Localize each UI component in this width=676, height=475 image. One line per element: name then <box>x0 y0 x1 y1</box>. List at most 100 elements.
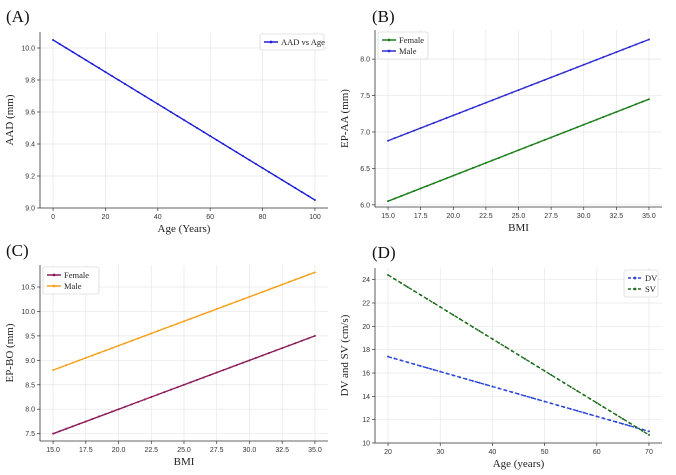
data-point <box>595 58 598 61</box>
data-point <box>550 136 553 139</box>
data-point <box>497 387 500 390</box>
data-point <box>432 121 435 124</box>
legend-marker <box>52 284 56 288</box>
data-point <box>530 144 533 147</box>
data-point <box>504 94 507 97</box>
panel-label: (B) <box>372 7 395 26</box>
data-point <box>287 183 290 185</box>
data-point <box>169 111 172 113</box>
data-point <box>111 75 113 77</box>
data-point <box>387 200 390 203</box>
data-point <box>268 352 271 354</box>
data-point <box>537 365 540 368</box>
data-point <box>484 333 487 336</box>
data-point <box>634 43 637 46</box>
x-tick-label: 32.5 <box>610 213 624 220</box>
data-point <box>261 354 264 357</box>
y-tick-label: 10.0 <box>21 309 35 316</box>
data-point <box>556 377 559 380</box>
x-axis-label: Age (Years) <box>158 223 211 235</box>
data-point <box>104 349 107 352</box>
data-point <box>71 361 74 364</box>
data-point <box>439 305 442 308</box>
data-point <box>400 281 403 284</box>
y-tick-label: 9.6 <box>25 110 35 117</box>
data-point <box>491 337 494 340</box>
y-tick-label: 6.0 <box>360 202 370 209</box>
data-point <box>543 78 546 81</box>
data-point <box>432 301 435 304</box>
data-point <box>582 123 585 126</box>
data-point <box>569 128 572 131</box>
y-axis-label: AAD (mm) <box>4 94 16 145</box>
data-point <box>169 325 172 328</box>
data-point <box>65 364 68 367</box>
data-point <box>215 308 218 310</box>
y-tick-label: 7.0 <box>360 129 370 136</box>
y-tick-label: 9.0 <box>25 206 35 213</box>
legend-box <box>259 33 325 51</box>
data-point <box>393 357 396 360</box>
data-point <box>504 154 507 157</box>
data-point <box>595 118 598 121</box>
x-tick-label: 17.5 <box>414 213 428 220</box>
x-tick-label: 50 <box>541 449 549 456</box>
x-tick-label: 30.0 <box>243 447 257 454</box>
data-point <box>628 421 631 424</box>
data-point <box>300 276 303 279</box>
data-point <box>478 164 481 167</box>
y-tick-label: 9.4 <box>25 142 35 149</box>
data-point <box>137 400 140 403</box>
data-point <box>393 197 396 200</box>
data-point <box>222 143 225 145</box>
data-point <box>504 345 507 348</box>
data-point <box>517 89 520 92</box>
data-point <box>294 342 297 345</box>
legend-marker <box>633 276 637 280</box>
data-point <box>71 425 74 428</box>
legend-box <box>42 266 100 295</box>
data-point <box>104 413 107 416</box>
data-point <box>313 271 316 274</box>
x-tick-label: 15.0 <box>46 447 60 454</box>
x-tick-label: 25.0 <box>177 447 191 454</box>
data-point <box>550 373 553 376</box>
data-point <box>628 46 631 49</box>
data-point <box>78 422 81 425</box>
data-point <box>71 51 74 53</box>
data-point <box>491 99 494 102</box>
data-point <box>556 133 559 136</box>
data-point <box>484 383 487 386</box>
data-point <box>196 315 199 318</box>
data-point <box>300 339 303 342</box>
data-point <box>582 411 585 414</box>
data-point <box>543 138 546 141</box>
data-point <box>426 297 429 300</box>
data-point <box>621 422 624 425</box>
data-point <box>615 51 618 54</box>
data-point <box>634 103 637 106</box>
data-point <box>163 327 166 330</box>
y-tick-label: 7.5 <box>25 431 35 438</box>
x-tick-label: 17.5 <box>79 447 93 454</box>
data-point <box>196 127 199 129</box>
data-point <box>452 313 455 316</box>
data-point <box>248 295 251 298</box>
data-point <box>241 155 244 157</box>
data-point <box>268 171 271 173</box>
x-tick-label: 20 <box>384 449 392 456</box>
y-tick-label: 9.8 <box>25 78 35 85</box>
data-point <box>400 195 403 198</box>
data-point <box>215 139 218 141</box>
data-point <box>445 372 448 375</box>
data-point <box>608 53 611 56</box>
x-tick-label: 20.0 <box>112 447 126 454</box>
legend-box <box>623 269 659 298</box>
data-point <box>196 378 199 381</box>
data-point <box>393 137 396 140</box>
x-axis-label: BMI <box>174 456 195 468</box>
data-point <box>524 86 527 89</box>
data-point <box>465 321 468 324</box>
data-point <box>124 405 127 408</box>
